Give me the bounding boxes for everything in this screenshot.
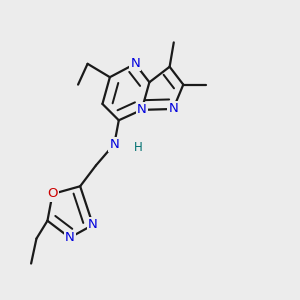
Text: N: N: [137, 103, 147, 116]
Text: H: H: [134, 140, 142, 154]
Text: N: N: [65, 231, 75, 244]
Text: N: N: [130, 57, 140, 70]
Text: N: N: [88, 218, 98, 231]
Text: N: N: [168, 103, 178, 116]
Text: N: N: [110, 138, 119, 151]
Text: O: O: [47, 188, 58, 200]
